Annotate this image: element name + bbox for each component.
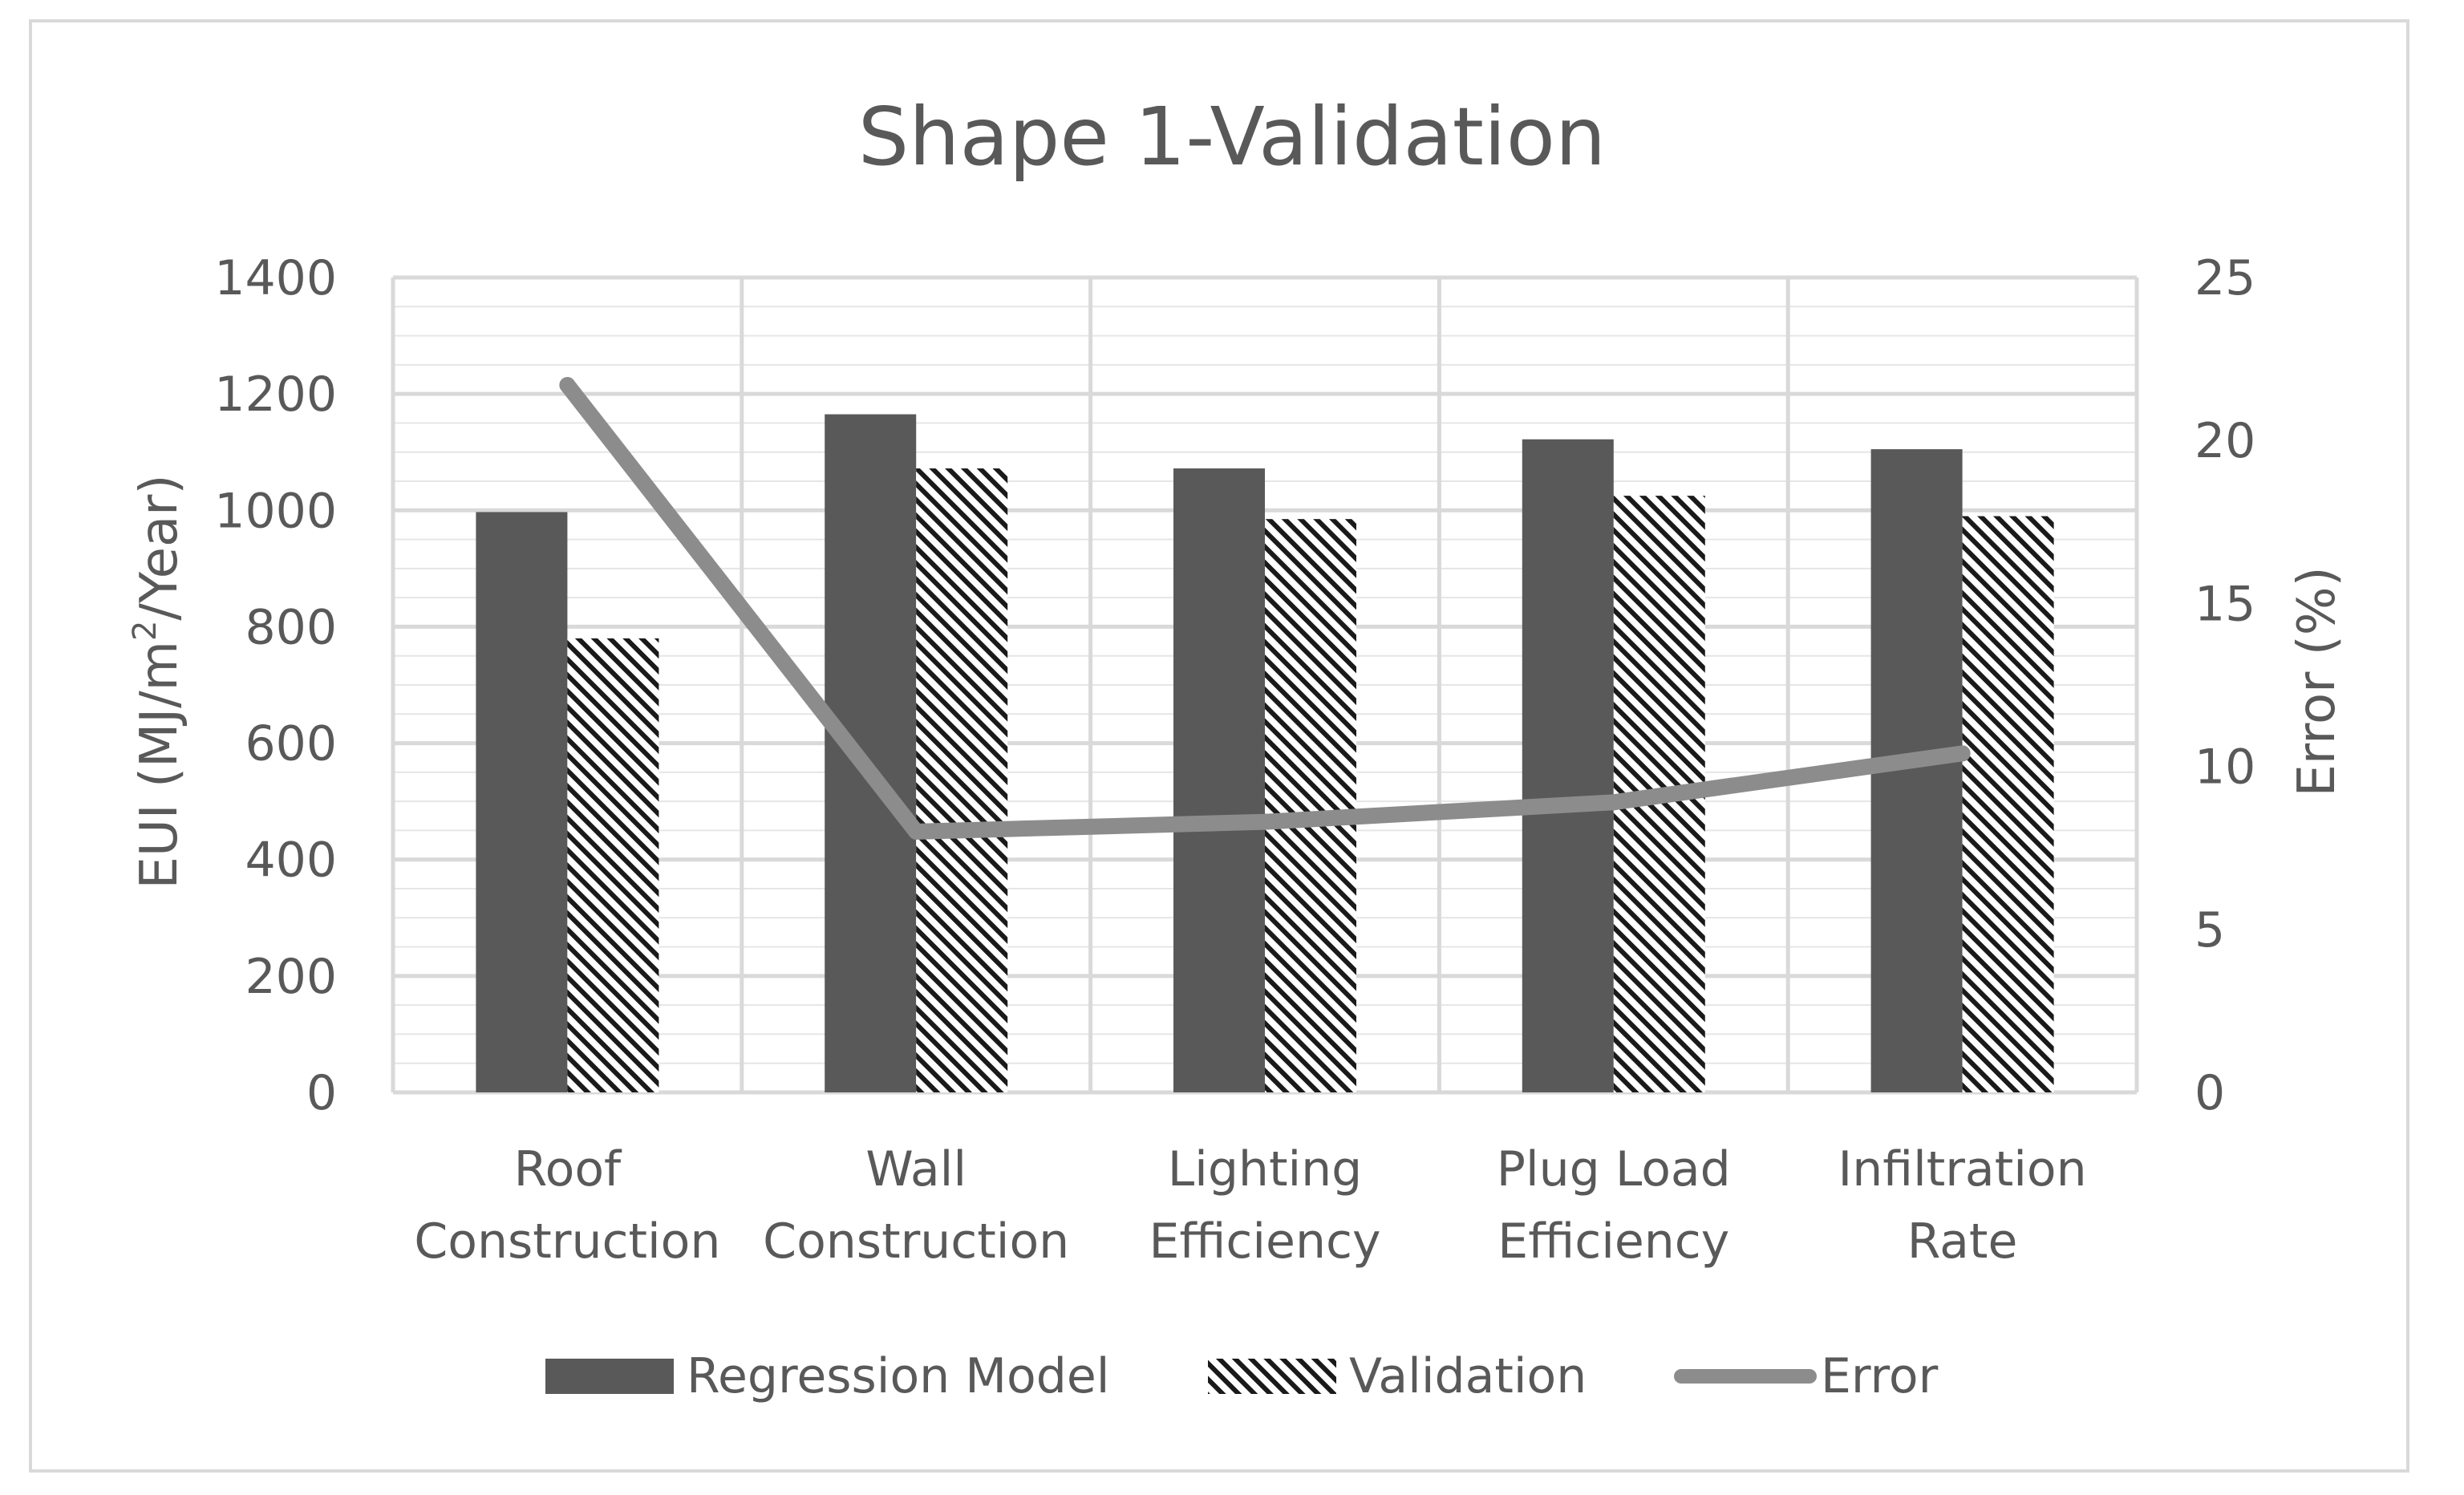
category-label: Lighting Efficiency <box>1149 1141 1380 1270</box>
bar-regression-model <box>825 414 917 1092</box>
y-left-tick-label: 1200 <box>214 367 337 423</box>
category-label: Plug Load Efficiency <box>1497 1141 1731 1270</box>
y-right-tick-label: 15 <box>2194 576 2255 632</box>
y-left-tick-label: 800 <box>245 599 337 655</box>
y-left-title-sup: 2 <box>127 621 164 641</box>
y-axis-right-title: Error (%) <box>2288 566 2347 796</box>
bar-regression-model <box>1522 439 1614 1092</box>
error-point <box>908 823 925 840</box>
bar-regression-model <box>476 512 568 1092</box>
y-left-title-prefix: EUI (MJ/m <box>130 641 189 889</box>
error-point <box>1257 813 1273 830</box>
error-point <box>1605 794 1622 811</box>
axis-layer: 0 200 400 600 800 1000 1200 1400 0 5 10 15 20 25 <box>214 250 2255 1121</box>
y-left-tick-label: 1400 <box>214 250 337 306</box>
category-label: Infiltration Rate <box>1838 1141 2087 1270</box>
y-left-tick-label: 0 <box>306 1065 337 1121</box>
bar-validation <box>1265 519 1356 1092</box>
legend-swatch-regression <box>545 1359 674 1394</box>
y-right-tick-label: 0 <box>2194 1065 2225 1121</box>
error-point <box>1954 745 1971 762</box>
bars-layer <box>476 414 2054 1092</box>
y-right-tick-label: 25 <box>2194 250 2255 306</box>
bar-validation <box>567 638 659 1092</box>
y-axis-left-title: EUI (MJ/m2/Year) <box>127 475 189 889</box>
legend-label-validation: Validation <box>1349 1348 1587 1404</box>
legend: Regression Model Validation Error <box>545 1348 1939 1404</box>
bar-validation <box>916 468 1008 1092</box>
legend-label-regression: Regression Model <box>687 1348 1109 1404</box>
legend-label-error: Error <box>1821 1348 1939 1404</box>
y-right-tick-label: 10 <box>2194 739 2255 796</box>
category-label: Wall Construction <box>763 1141 1069 1270</box>
error-line-layer <box>559 377 1971 840</box>
bar-regression-model <box>1173 468 1265 1092</box>
bar-validation <box>1962 516 2054 1092</box>
category-labels: Roof Construction Wall Construction Lighting… <box>414 1141 2086 1270</box>
y-left-title-suffix: /Year) <box>130 475 189 621</box>
y-left-tick-label: 400 <box>245 833 337 889</box>
y-left-tick-label: 1000 <box>214 483 337 539</box>
y-right-tick-label: 20 <box>2194 413 2255 469</box>
y-right-tick-label: 5 <box>2194 902 2225 958</box>
y-left-tick-label: 200 <box>245 949 337 1005</box>
y-left-tick-label: 600 <box>245 716 337 772</box>
chart-title: Shape 1-Validation <box>858 90 1607 184</box>
legend-swatch-validation <box>1208 1359 1336 1394</box>
error-point <box>559 377 576 394</box>
category-label: Roof Construction <box>414 1141 720 1270</box>
